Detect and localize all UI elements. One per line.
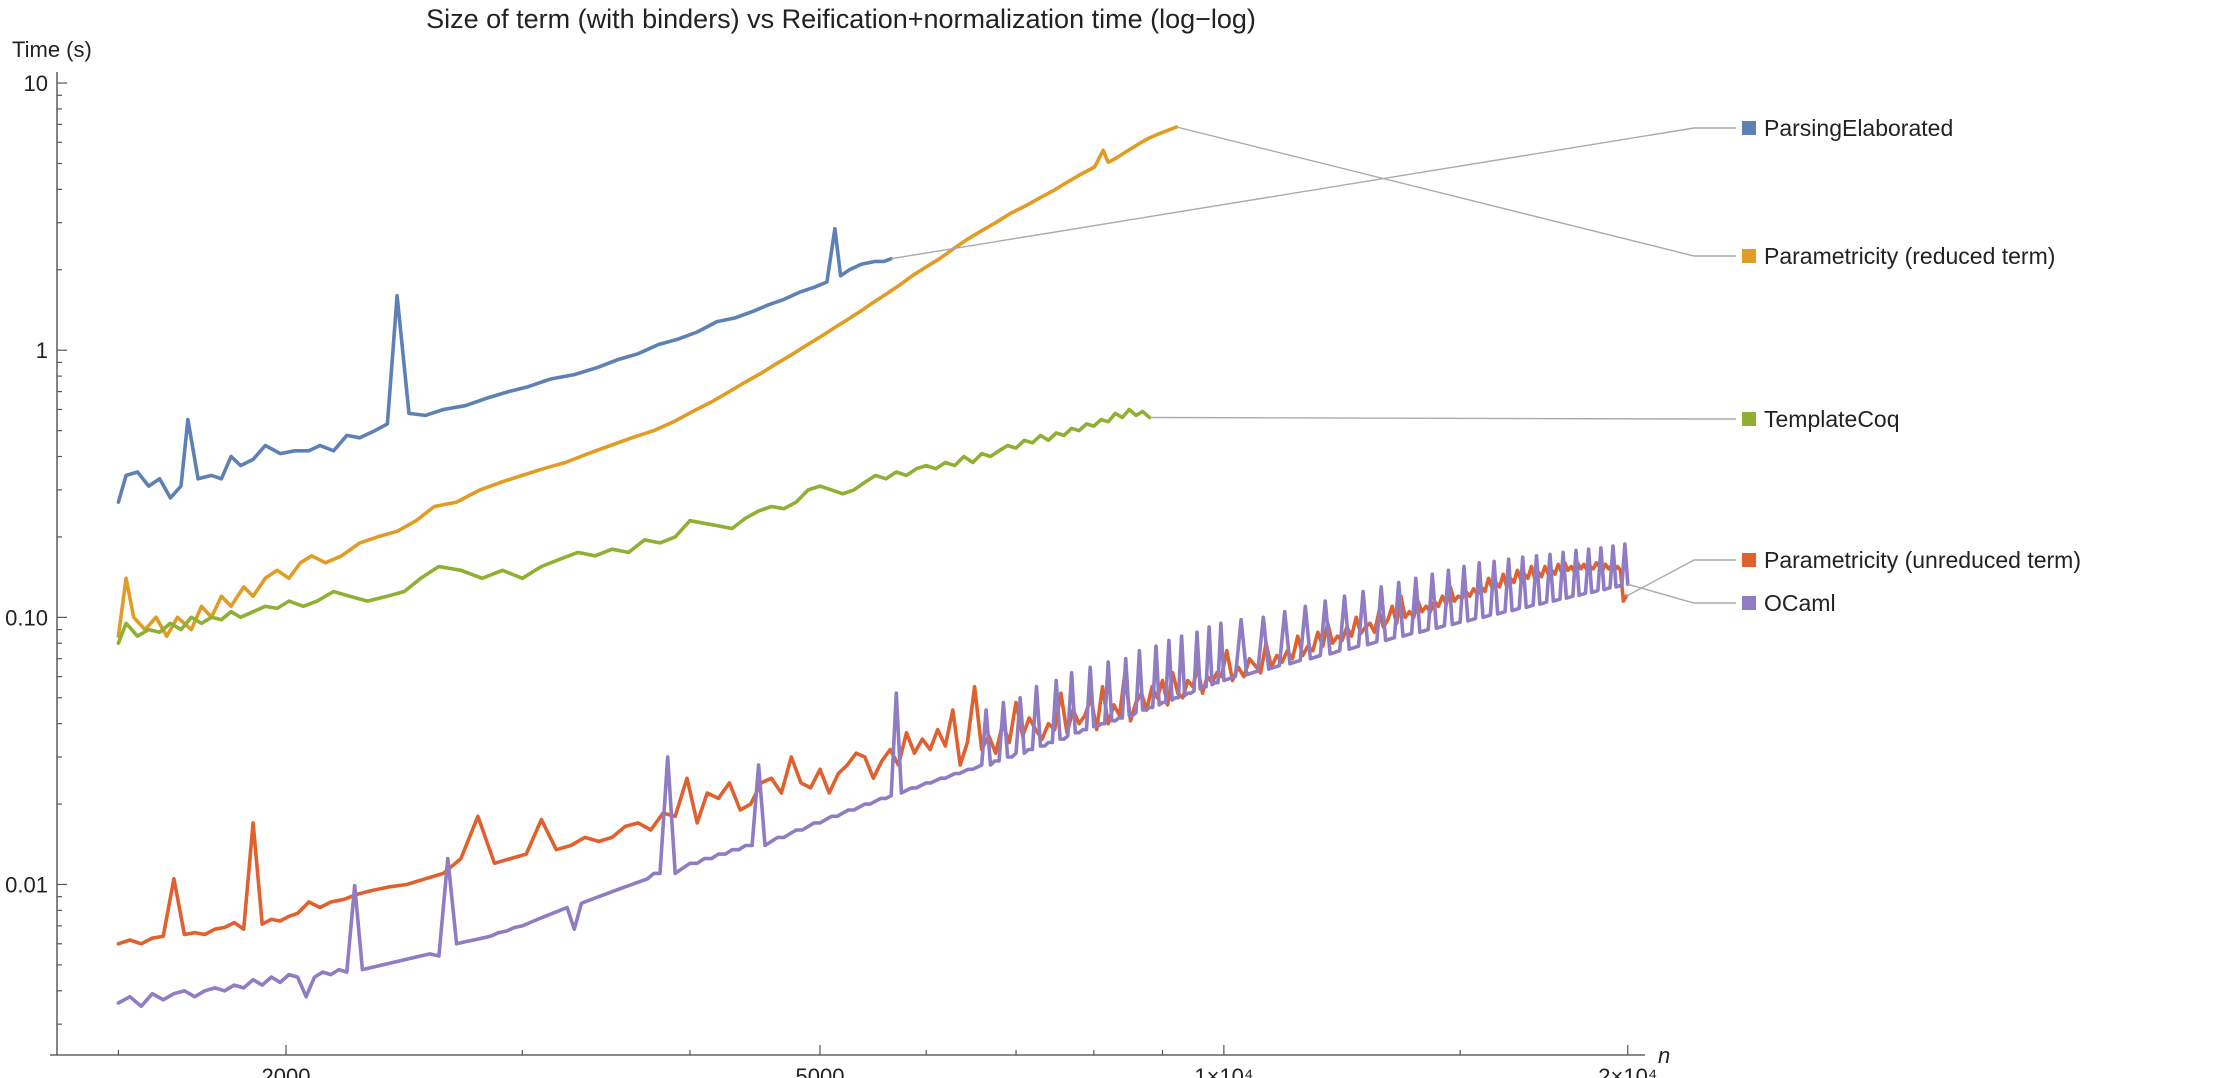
legend-label: ParsingElaborated [1764, 115, 1953, 141]
legend-swatch [1742, 553, 1756, 567]
series-group [118, 127, 1627, 1006]
legend-swatch [1742, 596, 1756, 610]
y-axis-label: Time (s) [12, 37, 92, 62]
x-tick-label: 2×10⁴ [1598, 1064, 1657, 1078]
legend: ParsingElaborated Parametricity (reduced … [891, 115, 2081, 616]
legend-leader-line [891, 128, 1736, 259]
legend-leader-line [1626, 560, 1736, 596]
y-ticks: 10 1 0.10 0.01 [5, 71, 67, 897]
legend-label: TemplateCoq [1764, 406, 1900, 432]
y-tick-label: 0.01 [5, 872, 48, 897]
legend-swatch [1742, 121, 1756, 135]
legend-swatch [1742, 412, 1756, 426]
x-ticks: 2000 5000 1×10⁴ 2×10⁴ [262, 1045, 1658, 1078]
chart-title: Size of term (with binders) vs Reificati… [426, 4, 1256, 34]
series-line-1 [118, 127, 1176, 636]
series-line-2 [118, 410, 1149, 644]
x-tick-label: 1×10⁴ [1194, 1064, 1253, 1078]
x-axis-label: n [1658, 1043, 1670, 1068]
x-tick-label: 2000 [262, 1064, 311, 1078]
legend-leader-line [1149, 418, 1736, 420]
legend-label: OCaml [1764, 590, 1836, 616]
legend-leader-line [1177, 127, 1737, 256]
y-tick-label: 10 [24, 71, 48, 96]
y-tick-label: 1 [36, 338, 48, 363]
y-tick-label: 0.10 [5, 605, 48, 630]
legend-label: Parametricity (unreduced term) [1764, 547, 2081, 573]
x-tick-label: 5000 [795, 1064, 844, 1078]
legend-swatch [1742, 249, 1756, 263]
legend-label: Parametricity (reduced term) [1764, 243, 2055, 269]
